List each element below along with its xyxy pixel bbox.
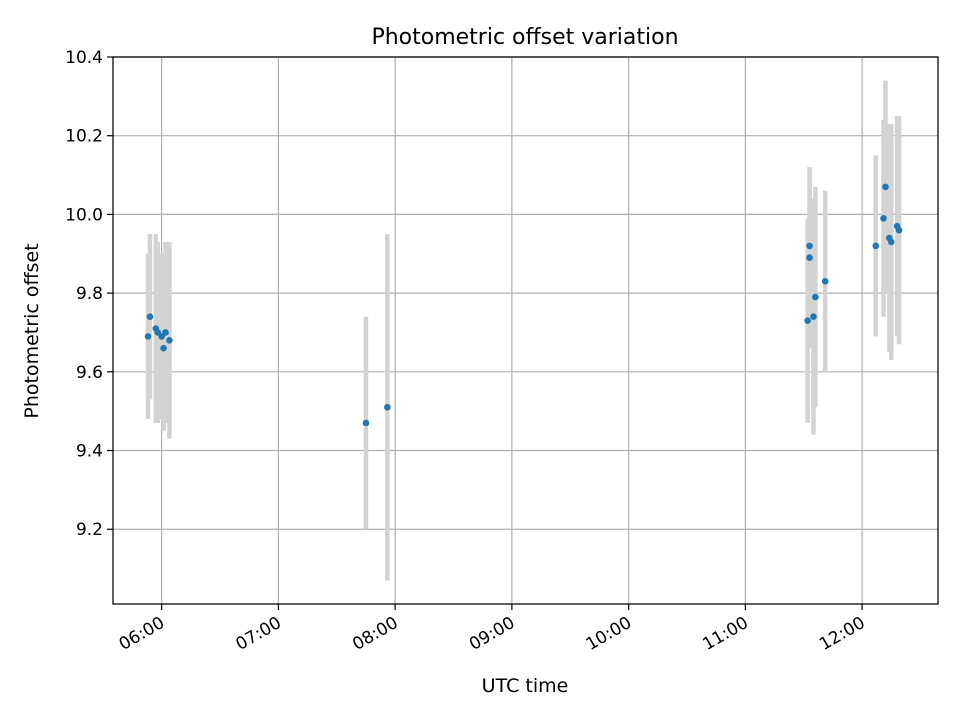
x-axis-label: UTC time bbox=[482, 675, 569, 697]
y-tick-label: 9.2 bbox=[76, 520, 103, 540]
y-tick-label: 9.6 bbox=[76, 363, 103, 383]
data-point bbox=[895, 226, 903, 234]
data-point bbox=[146, 313, 154, 321]
y-tick-label: 10.0 bbox=[65, 205, 103, 225]
data-point bbox=[812, 293, 819, 301]
data-points bbox=[144, 183, 903, 427]
data-point bbox=[806, 254, 813, 261]
plot-frame bbox=[112, 56, 939, 605]
data-point bbox=[806, 242, 813, 250]
y-tick-label: 10.4 bbox=[65, 48, 103, 68]
data-point bbox=[882, 183, 889, 191]
y-axis-label: Photometric offset bbox=[21, 243, 43, 418]
plot-area bbox=[113, 57, 938, 604]
data-point bbox=[162, 329, 169, 336]
y-tick-label: 10.2 bbox=[65, 127, 103, 147]
data-point bbox=[821, 278, 829, 285]
data-point bbox=[880, 215, 887, 222]
y-tick-label: 9.4 bbox=[76, 442, 103, 462]
data-point bbox=[362, 419, 370, 427]
data-point bbox=[804, 317, 811, 324]
data-point bbox=[160, 344, 167, 352]
data-point bbox=[888, 238, 895, 246]
y-axis-ticks: 9.2 9.4 9.6 9.8 10.0 10.2 10.4 bbox=[65, 48, 113, 540]
data-point bbox=[872, 242, 880, 250]
grid-lines bbox=[113, 56, 938, 604]
data-point bbox=[384, 403, 391, 411]
y-tick-label: 9.8 bbox=[76, 284, 103, 304]
data-point bbox=[144, 333, 152, 340]
data-point bbox=[810, 313, 817, 321]
chart-title: Photometric offset variation bbox=[371, 25, 678, 50]
data-point bbox=[166, 337, 173, 344]
